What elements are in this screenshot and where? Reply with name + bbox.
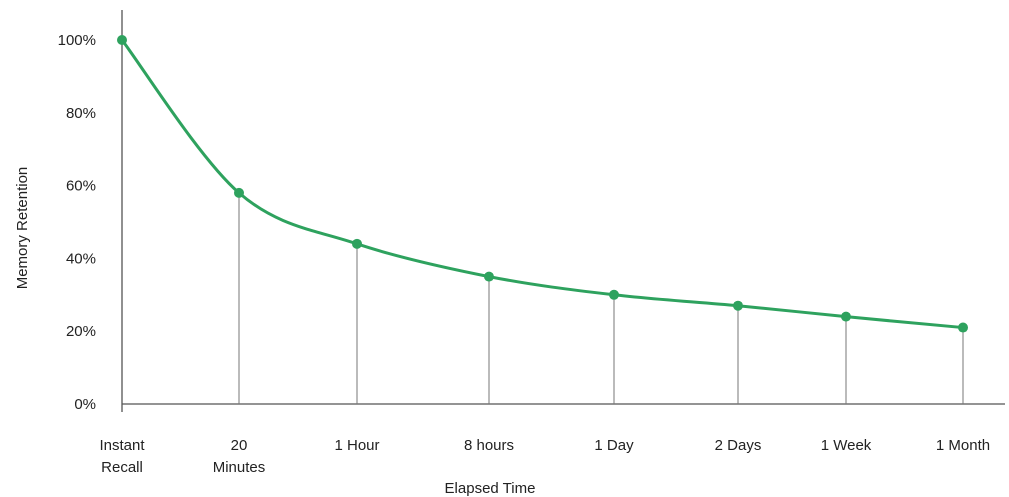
data-point (117, 35, 127, 45)
data-point (841, 311, 851, 322)
x-tick-label: 1 Hour (334, 437, 379, 454)
y-tick-label: 60% (66, 178, 96, 195)
data-point (234, 187, 244, 198)
x-axis-title: Elapsed Time (445, 480, 536, 497)
axes (121, 10, 1005, 412)
x-tick-label: 2 Days (715, 437, 762, 454)
x-tick-label: 1 Week (821, 437, 872, 454)
retention-curve (120, 38, 965, 330)
y-tick-label: 20% (66, 323, 96, 340)
data-point (609, 289, 619, 300)
data-point (484, 271, 494, 282)
x-tick-labels: Instant Recall 20 Minutes 1 Hour 8 hours 1 Day… (99, 437, 990, 476)
data-point (958, 322, 968, 333)
x-tick-label: 8 hours (464, 437, 514, 454)
y-tick-label: 40% (66, 250, 96, 267)
drop-lines (238, 192, 964, 404)
y-tick-label: 80% (66, 105, 96, 122)
data-point (352, 238, 362, 249)
x-tick-label: 1 Day (594, 437, 634, 454)
y-tick-label: 100% (58, 32, 96, 49)
y-tick-labels: 0% 20% 40% 60% 80% 100% (58, 32, 96, 413)
y-axis-title: Memory Retention (14, 167, 31, 290)
x-tick-label: Instant Recall (99, 437, 145, 476)
data-point (733, 300, 743, 311)
x-tick-label: 20 Minutes (213, 437, 266, 476)
data-points (117, 35, 968, 333)
y-tick-label: 0% (74, 396, 96, 413)
x-tick-label: 1 Month (936, 437, 990, 454)
